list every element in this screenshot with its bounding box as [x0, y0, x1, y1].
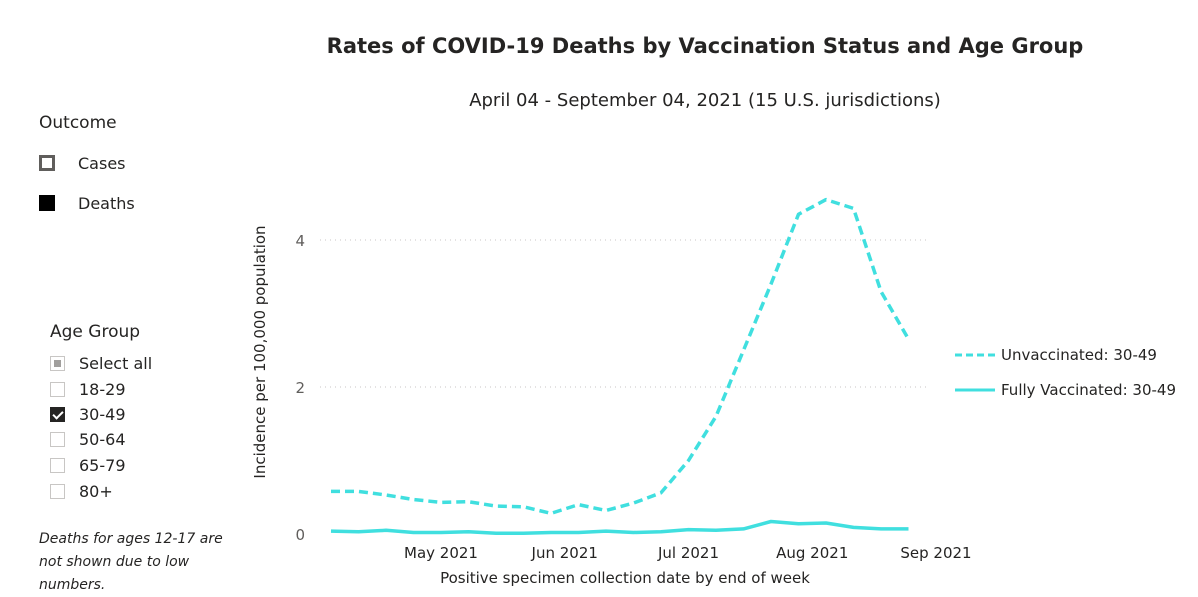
y-tick-label: 2: [295, 379, 305, 397]
data-point[interactable]: [574, 500, 584, 510]
outcome-cases-swatch: [39, 155, 55, 171]
data-point[interactable]: [464, 527, 474, 537]
data-point[interactable]: [876, 524, 886, 534]
data-point[interactable]: [904, 334, 914, 344]
checkbox-80-plus[interactable]: [50, 483, 65, 499]
legend-item-fully-vaccinated[interactable]: Fully Vaccinated: 30-49: [955, 380, 1176, 400]
series-line-unvaccinated[interactable]: [331, 197, 911, 516]
age-option-65-79[interactable]: 65-79: [50, 455, 126, 475]
x-axis-label: Positive specimen collection date by end…: [440, 569, 810, 587]
y-axis-label: Incidence per 100,000 population: [251, 225, 269, 478]
legend-label-unvaccinated: Unvaccinated: 30-49: [1001, 346, 1157, 364]
footnote: Deaths for ages 12-17 are not shown due …: [39, 531, 223, 593]
data-point[interactable]: [354, 486, 364, 496]
data-point[interactable]: [519, 528, 529, 538]
checkbox-50-64[interactable]: [50, 431, 65, 447]
data-point[interactable]: [601, 526, 611, 536]
data-point[interactable]: [821, 195, 831, 205]
data-point[interactable]: [381, 490, 391, 500]
data-point[interactable]: [739, 345, 749, 355]
outcome-deaths-label: Deaths: [78, 193, 135, 213]
outcome-deaths-swatch: [39, 195, 55, 211]
data-point[interactable]: [849, 522, 859, 532]
outcome-option-cases[interactable]: Cases: [39, 152, 126, 174]
data-point[interactable]: [491, 528, 501, 538]
age-option-select-all[interactable]: Select all: [50, 353, 152, 373]
checkbox-18-29[interactable]: [50, 381, 65, 397]
outcome-cases-label: Cases: [78, 153, 126, 173]
data-point[interactable]: [409, 528, 419, 538]
data-point[interactable]: [739, 524, 749, 534]
checkbox-65-79[interactable]: [50, 457, 65, 473]
chart-subtitle: April 04 - September 04, 2021 (15 U.S. j…: [469, 90, 941, 111]
age-option-label: 18-29: [79, 379, 126, 399]
age-option-50-64[interactable]: 50-64: [50, 429, 126, 449]
data-point[interactable]: [574, 528, 584, 538]
data-point[interactable]: [876, 286, 886, 296]
data-point[interactable]: [684, 525, 694, 535]
x-tick-label: Jul 2021: [657, 544, 719, 562]
age-option-80-plus[interactable]: 80+: [50, 481, 113, 501]
x-tick-label: Aug 2021: [776, 544, 848, 562]
data-point[interactable]: [849, 203, 859, 213]
data-point[interactable]: [629, 498, 639, 508]
x-tick-label: Jun 2021: [531, 544, 598, 562]
data-point[interactable]: [904, 524, 914, 534]
age-group-heading: Age Group: [50, 322, 141, 342]
data-point[interactable]: [381, 525, 391, 535]
data-point[interactable]: [326, 526, 336, 536]
y-tick-label: 4: [295, 232, 305, 250]
data-point[interactable]: [601, 505, 611, 515]
checkbox-30-49[interactable]: [50, 406, 65, 422]
data-point[interactable]: [711, 525, 721, 535]
age-option-label: 30-49: [79, 404, 126, 424]
age-option-30-49[interactable]: 30-49: [50, 404, 126, 424]
data-point[interactable]: [519, 502, 529, 512]
age-option-18-29[interactable]: 18-29: [50, 379, 126, 399]
data-point[interactable]: [766, 517, 776, 527]
data-point[interactable]: [546, 528, 556, 538]
data-point[interactable]: [354, 527, 364, 537]
data-point[interactable]: [794, 519, 804, 529]
chart-title: Rates of COVID-19 Deaths by Vaccination …: [326, 34, 1084, 58]
age-option-label: Select all: [79, 353, 153, 373]
data-point[interactable]: [326, 486, 336, 496]
data-point[interactable]: [656, 488, 666, 498]
age-option-label: 50-64: [79, 429, 126, 449]
outcome-option-deaths[interactable]: Deaths: [39, 192, 135, 214]
x-tick-label: Sep 2021: [900, 544, 971, 562]
data-point[interactable]: [436, 497, 446, 507]
age-option-label: 65-79: [79, 455, 126, 475]
age-option-label: 80+: [79, 481, 113, 501]
data-point[interactable]: [821, 518, 831, 528]
data-point[interactable]: [766, 279, 776, 289]
series-line-fully-vaccinated[interactable]: [330, 519, 909, 536]
data-point[interactable]: [491, 501, 501, 511]
outcome-heading: Outcome: [39, 113, 117, 133]
checkbox-select-all[interactable]: [50, 355, 65, 371]
data-point[interactable]: [684, 456, 694, 466]
legend-item-unvaccinated[interactable]: Unvaccinated: 30-49: [955, 345, 1157, 365]
data-point[interactable]: [409, 494, 419, 504]
data-point[interactable]: [711, 411, 721, 421]
legend-label-fully-vaccinated: Fully Vaccinated: 30-49: [1001, 381, 1176, 399]
y-tick-label: 0: [295, 526, 305, 544]
data-point[interactable]: [629, 528, 639, 538]
data-point[interactable]: [464, 497, 474, 507]
x-tick-label: May 2021: [404, 544, 478, 562]
data-point[interactable]: [794, 209, 804, 219]
legend-swatch-dashed: [955, 353, 995, 357]
data-point[interactable]: [436, 528, 446, 538]
data-point[interactable]: [656, 527, 666, 537]
data-point[interactable]: [546, 508, 556, 518]
legend-swatch-solid: [955, 388, 995, 392]
